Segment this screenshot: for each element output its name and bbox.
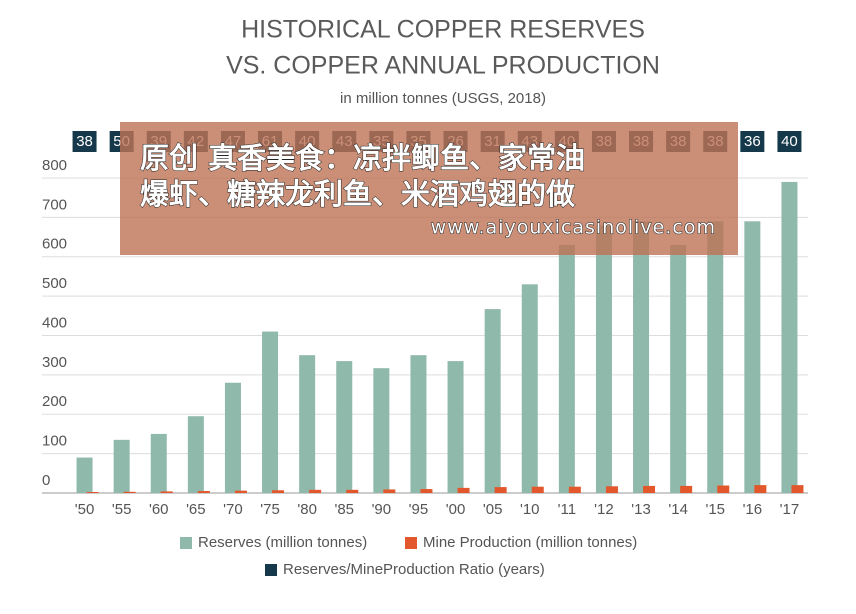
x-tick-label: '70 — [223, 501, 243, 518]
reserves-bar — [410, 355, 427, 493]
reserves-bar — [373, 368, 390, 493]
y-tick-label: 300 — [42, 354, 67, 371]
production-bar — [197, 491, 210, 493]
x-tick-label: '60 — [149, 501, 169, 518]
chart-title: VS. COPPER ANNUAL PRODUCTION — [226, 52, 660, 80]
y-tick-label: 700 — [42, 196, 67, 213]
production-bar — [605, 486, 618, 493]
production-bar — [123, 491, 136, 493]
x-tick-label: '13 — [631, 501, 651, 518]
reserves-bar — [558, 244, 575, 493]
reserves-bar — [633, 221, 650, 493]
x-tick-label: '50 — [75, 501, 95, 518]
production-bar — [643, 485, 656, 493]
reserves-bar — [670, 244, 687, 493]
ratio-box — [777, 131, 802, 152]
reserves-bar — [744, 221, 761, 493]
ratio-label: 40 — [781, 133, 798, 150]
legend-swatch — [180, 537, 192, 549]
production-bar — [457, 487, 470, 493]
y-tick-label: 800 — [42, 157, 67, 174]
y-tick-label: 400 — [42, 314, 67, 331]
production-bar — [346, 489, 359, 493]
production-bar — [680, 485, 693, 493]
reserves-bar — [187, 416, 204, 493]
overlay-url: www.aiyouxicasinolive.com — [431, 217, 716, 239]
chart-title: HISTORICAL COPPER RESERVES — [241, 16, 645, 44]
reserves-bar — [113, 439, 130, 493]
x-tick-label: '80 — [297, 501, 317, 518]
x-tick-label: '10 — [520, 501, 540, 518]
production-bar — [160, 491, 173, 493]
overlay-headline: 原创 真香美食：凉拌鲫鱼、家常油 — [140, 141, 585, 175]
ratio-label: 38 — [76, 133, 93, 150]
production-bar — [494, 487, 507, 493]
y-tick-label: 100 — [42, 433, 67, 450]
production-bar — [309, 489, 322, 493]
reserves-bar — [336, 361, 353, 493]
legend-label: Reserves/MineProduction Ratio (years) — [283, 561, 545, 578]
reserves-bar — [224, 382, 241, 493]
reserves-bar — [262, 331, 279, 493]
reserves-bar — [595, 225, 612, 493]
y-tick-label: 500 — [42, 275, 67, 292]
production-bar — [791, 485, 804, 493]
x-tick-label: '75 — [260, 501, 280, 518]
x-tick-label: '95 — [409, 501, 429, 518]
reserves-bar — [781, 181, 798, 493]
reserves-bar — [76, 457, 93, 493]
legend-label: Mine Production (million tonnes) — [423, 534, 637, 551]
production-bar — [568, 486, 581, 493]
x-tick-label: '55 — [112, 501, 132, 518]
reserves-bar — [484, 309, 501, 493]
legend-swatch — [265, 564, 277, 576]
production-bar — [234, 490, 247, 493]
reserves-bar — [707, 221, 724, 493]
x-tick-label: '14 — [668, 501, 688, 518]
x-tick-label: '15 — [705, 501, 725, 518]
legend-label: Reserves (million tonnes) — [198, 534, 367, 551]
production-bar — [272, 490, 285, 493]
reserves-bar — [150, 433, 167, 493]
y-tick-label: 600 — [42, 236, 67, 253]
x-tick-label: '00 — [446, 501, 466, 518]
production-bar — [86, 492, 99, 493]
x-tick-label: '05 — [483, 501, 503, 518]
x-tick-label: '16 — [743, 501, 763, 518]
x-tick-label: '11 — [558, 501, 576, 518]
overlay-headline: 爆虾、糖辣龙利鱼、米酒鸡翅的做 — [140, 177, 575, 211]
x-tick-label: '65 — [186, 501, 206, 518]
production-bar — [383, 489, 396, 493]
x-tick-label: '85 — [334, 501, 354, 518]
ratio-box — [740, 131, 765, 152]
production-bar — [531, 486, 544, 493]
production-bar — [754, 485, 767, 493]
y-tick-label: 0 — [42, 472, 50, 489]
reserves-bar — [447, 361, 464, 493]
production-bar — [717, 485, 730, 493]
production-bar — [420, 489, 433, 493]
x-tick-label: '12 — [594, 501, 614, 518]
overlay-banner — [120, 122, 738, 255]
x-tick-label: '17 — [780, 501, 800, 518]
y-tick-label: 200 — [42, 393, 67, 410]
ratio-box — [72, 131, 97, 152]
reserves-bar — [521, 284, 538, 493]
x-tick-label: '90 — [372, 501, 392, 518]
reserves-bar — [299, 355, 316, 493]
chart-subtitle: in million tonnes (USGS, 2018) — [340, 90, 546, 107]
legend-swatch — [405, 537, 417, 549]
ratio-label: 36 — [744, 133, 761, 150]
